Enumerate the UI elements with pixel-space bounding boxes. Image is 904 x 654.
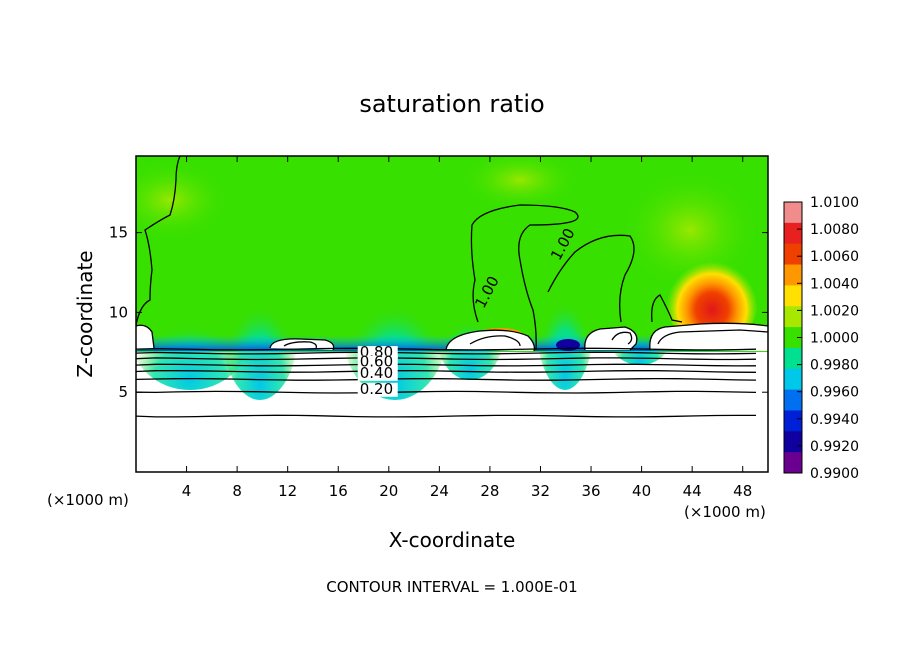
contour-line [136,363,757,367]
colorbar-tick-label: 0.9920 [810,439,859,455]
contour-line-1.00 [547,234,635,323]
cloud-cell [649,323,768,351]
chart-title: saturation ratio [359,90,544,118]
colorbar-tick-label: 1.0060 [810,249,859,265]
cloud-cell [136,325,154,350]
colorbar-swatch [784,431,802,453]
contour-interval-note: CONTOUR INTERVAL = 1.000E-01 [326,578,577,596]
colorbar-swatch [784,243,802,266]
y-axis-label: Z-coordinate [73,250,97,377]
lime-patch [136,160,230,240]
colorbar-tick-label: 0.9900 [810,466,859,482]
colorbar: 1.0100 1.0080 1.0060 1.0040 1.0020 1.0000 0.99… [783,195,859,482]
contour-line [136,351,757,355]
x-tick-label: 20 [379,482,398,500]
colorbar-swatch [784,452,802,474]
cloud-cell [446,330,535,351]
contour-label: 0.20 [360,380,393,398]
x-tick-label: 12 [278,482,297,500]
x-tick-label: 32 [531,482,550,500]
x-unit-right: (×1000 m) [684,503,766,521]
cloud-outline [136,324,155,349]
x-tick-label: 24 [430,482,449,500]
colorbar-swatch [784,202,802,224]
contour-line-1.00 [470,204,579,351]
axis-ticks [136,156,768,472]
x-tick-label: 16 [329,482,348,500]
x-tick-label: 44 [683,482,702,500]
cloud-outline [283,341,318,349]
plot-frame [135,155,769,473]
contour-line [136,377,757,381]
cloud-outline [649,322,768,351]
colorbar-swatch [784,368,802,391]
deep-blue-spot [556,339,580,351]
colorbar-swatch [784,264,802,286]
x-tick-label: 40 [632,482,651,500]
colorbar-swatch [784,389,802,411]
contour-line-1.00 [651,294,683,323]
contour-label: 0.40 [360,364,393,382]
x-unit-left: (×1000 m) [47,491,129,509]
contour-label-bg [357,355,398,370]
contour-line [136,357,757,361]
contour-label: 0.60 [360,353,393,371]
x-tick-label: 8 [232,482,242,500]
colorbar-swatch [784,327,802,349]
x-tick-label: 36 [581,482,600,500]
x-axis-label: X-coordinate [389,528,516,552]
y-tick-label: 10 [109,303,128,321]
colorbar-swatch [784,222,802,245]
colorbar-tick-label: 1.0040 [810,276,859,292]
colorbar-swatch [784,306,802,328]
contour-line [136,390,757,394]
colorbar-tick-label: 1.0100 [810,195,859,211]
y-tick-label: 5 [118,383,128,401]
colorbar-swatch [784,410,802,432]
cloud-outline [469,335,521,347]
colorbar-tick-label: 1.0020 [810,303,859,319]
contour-label-bg [357,382,398,397]
colorbar-tick-label: 0.9960 [810,385,859,401]
cloud-outline [611,331,633,345]
colorbar-swatch [784,347,802,370]
colorbar-tick-label: 0.9940 [810,412,859,428]
cloud-outline [657,329,768,345]
contour-label-bg [357,366,398,381]
contour-lines [136,156,768,418]
cyan-plume [220,240,300,400]
x-tick-label: 4 [182,482,192,500]
cloud-outline [445,329,536,352]
x-tick-label: 48 [733,482,752,500]
cyan-plume [435,280,505,380]
colorbar-tick-label: 1.0000 [810,331,859,347]
colorbar-swatch [784,285,802,307]
contour-line [136,414,756,418]
cloud-cell [270,338,334,350]
contour-line-1.00 [136,156,181,326]
colorbar-tick-label: 1.0080 [810,222,859,238]
cyan-plume [535,240,595,390]
cloud-outline [269,338,335,351]
y-tick-label: 15 [109,224,128,242]
lime-patch [460,156,580,210]
contour-line [136,370,757,373]
plot-area: 1.001.000.800.600.400.20 [136,156,768,472]
x-tick-label: 28 [480,482,499,500]
colorbar-tick-label: 0.9980 [810,358,859,374]
cloud-outline [584,326,638,351]
